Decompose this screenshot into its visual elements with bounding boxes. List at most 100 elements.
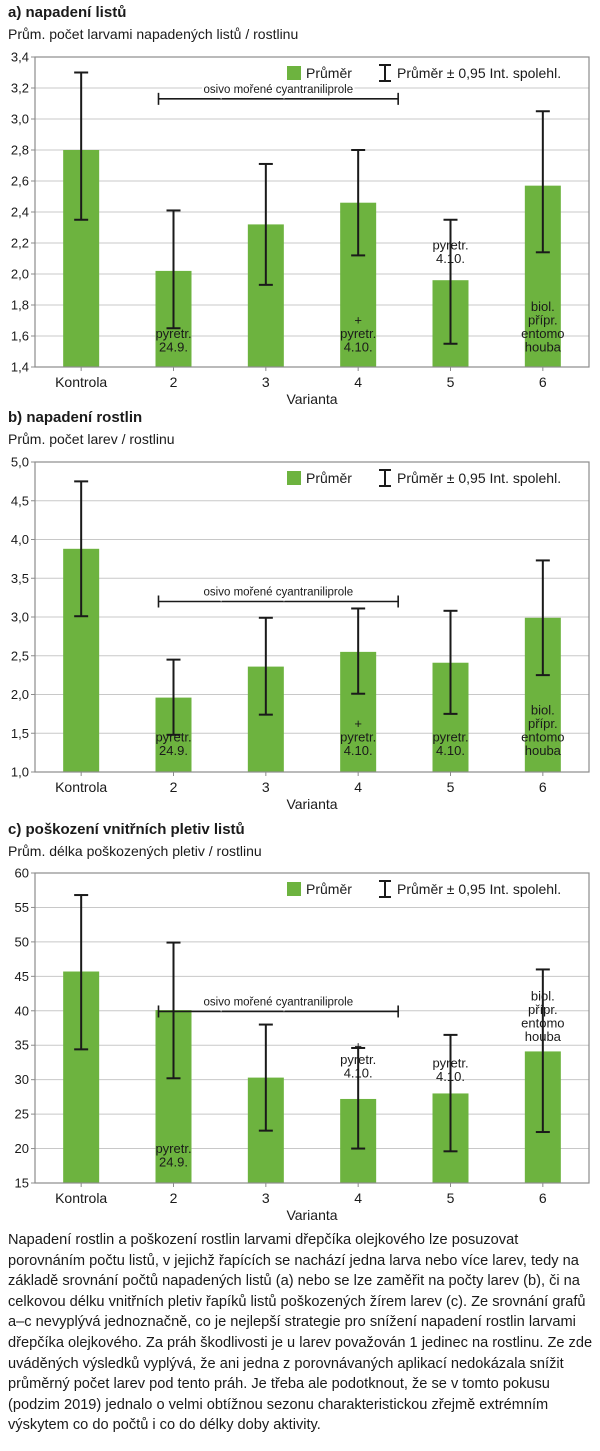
error-bar	[535, 559, 550, 677]
x-tick-label: Kontrola	[55, 374, 107, 390]
bar-annotation: +pyretr.4.10.	[340, 313, 376, 355]
error-bar	[258, 162, 273, 286]
y-tick-label: 2,2	[11, 236, 29, 251]
y-tick-label: 1,8	[11, 298, 29, 313]
y-tick-label: 2,6	[11, 174, 29, 189]
legend-label-ci: Průměr ± 0,95 Int. spolehl.	[397, 65, 561, 81]
bar-annotation: pyretr.24.9.	[155, 1141, 191, 1170]
bracket-label: osivo mořené cyantraniliprole	[204, 587, 354, 599]
error-bar	[166, 658, 181, 736]
y-tick-label: 3,5	[11, 571, 29, 586]
y-tick-label: 50	[15, 934, 29, 949]
plot-frame	[34, 461, 590, 773]
y-tick-label: 35	[15, 1038, 29, 1053]
legend-swatch-mean	[287, 882, 301, 896]
bar-annotation: pyretr.4.10.	[432, 729, 468, 758]
bar-annotation: pyretr.4.10.	[432, 1056, 468, 1085]
x-axis-title: Varianta	[286, 1207, 337, 1223]
chart-title: c) poškození vnitřních pletiv listů	[8, 821, 245, 838]
annotation-line: 4.10.	[436, 251, 465, 266]
treatment-bracket: osivo mořené cyantraniliprole	[157, 994, 399, 1018]
legend-label-ci: Průměr ± 0,95 Int. spolehl.	[397, 881, 561, 897]
annotation-line: 4.10.	[436, 743, 465, 758]
annotation-line: 24.9.	[159, 743, 188, 758]
annotation-line: pyretr.	[155, 1141, 191, 1156]
bar-annotation: +pyretr.4.10.	[340, 716, 376, 758]
legend-swatch-mean	[287, 66, 301, 80]
legend: Průměr Průměr ± 0,95 Int. spolehl.	[287, 64, 561, 82]
error-bar	[443, 609, 458, 715]
annotation-line: pyretr.	[155, 729, 191, 744]
x-tick-label: 3	[262, 779, 270, 795]
annotation-line: +	[354, 1039, 362, 1054]
y-axis-label: Prům. počet larvami napadených listů / r…	[8, 26, 299, 42]
y-tick-label: 2,5	[11, 648, 29, 663]
annotation-line: houba	[525, 1029, 562, 1044]
chart-title: b) napadení rostlin	[8, 409, 143, 426]
y-tick-label: 55	[15, 900, 29, 915]
bar-annotation: pyretr.4.10.	[432, 238, 468, 267]
x-tick-label: 3	[262, 1190, 270, 1206]
x-tick-label: 2	[170, 779, 178, 795]
y-tick-label: 20	[15, 1141, 29, 1156]
bar-annotation: +pyretr.4.10.	[340, 1039, 376, 1081]
y-tick-label: 2,0	[11, 687, 29, 702]
y-tick-label: 3,4	[11, 50, 29, 65]
error-bar	[74, 71, 89, 221]
annotation-line: biol.	[531, 702, 555, 717]
y-tick-label: 5,0	[11, 455, 29, 470]
error-bar	[74, 480, 89, 618]
error-bar	[166, 209, 181, 330]
legend-swatch-mean	[287, 471, 301, 485]
y-tick-label: 15	[15, 1176, 29, 1191]
y-tick-label: 3,0	[11, 112, 29, 127]
x-tick-label: 5	[447, 374, 455, 390]
plot-frame	[34, 872, 590, 1184]
annotation-line: biol.	[531, 989, 555, 1004]
legend: Průměr Průměr ± 0,95 Int. spolehl.	[287, 469, 561, 487]
x-tick-label: 5	[447, 1190, 455, 1206]
y-tick-label: 40	[15, 1003, 29, 1018]
annotation-line: +	[354, 716, 362, 731]
y-tick-label: 2,0	[11, 267, 29, 282]
annotation-line: pyretr.	[432, 729, 468, 744]
annotation-line: pyretr.	[155, 326, 191, 341]
y-tick-label: 1,5	[11, 726, 29, 741]
error-bar	[258, 1023, 273, 1132]
y-tick-label: 4,0	[11, 532, 29, 547]
annotation-line: entomo	[521, 729, 564, 744]
bracket-label: osivo mořené cyantraniliprole	[204, 996, 354, 1008]
error-bar	[351, 149, 366, 257]
x-tick-label: 6	[539, 374, 547, 390]
y-axis-label: Prům. počet larev / rostlinu	[8, 431, 175, 447]
x-tick-label: 6	[539, 1190, 547, 1206]
annotation-line: přípr.	[528, 313, 558, 328]
chart-panel-c: c) poškození vnitřních pletiv listů Prům…	[0, 820, 600, 1230]
bar-annotation: pyretr.24.9.	[155, 729, 191, 758]
annotation-line: 4.10.	[436, 1069, 465, 1084]
annotation-line: houba	[525, 340, 562, 355]
annotation-line: přípr.	[528, 1002, 558, 1017]
annotation-line: houba	[525, 743, 562, 758]
x-axis-title: Varianta	[286, 391, 337, 407]
annotation-line: pyretr.	[432, 1056, 468, 1071]
y-tick-label: 3,2	[11, 81, 29, 96]
annotation-line: 4.10.	[344, 1066, 373, 1081]
x-tick-label: 3	[262, 374, 270, 390]
treatment-bracket: osivo mořené cyantraniliprole	[157, 82, 399, 105]
x-tick-label: 2	[170, 1190, 178, 1206]
bracket-label: osivo mořené cyantraniliprole	[204, 84, 354, 96]
legend-label-mean: Průměr	[306, 881, 352, 897]
x-tick-label: 4	[354, 1190, 362, 1206]
error-bar	[258, 616, 273, 716]
x-tick-label: 2	[170, 374, 178, 390]
error-bar	[443, 1033, 458, 1153]
legend-label-mean: Průměr	[306, 65, 352, 81]
legend-label-ci: Průměr ± 0,95 Int. spolehl.	[397, 470, 561, 486]
y-tick-label: 30	[15, 1072, 29, 1087]
chart-panel-b: b) napadení rostlin Prům. počet larev / …	[0, 409, 600, 820]
figure-caption: Napadení rostlin a poškození rostlin lar…	[8, 1232, 593, 1434]
